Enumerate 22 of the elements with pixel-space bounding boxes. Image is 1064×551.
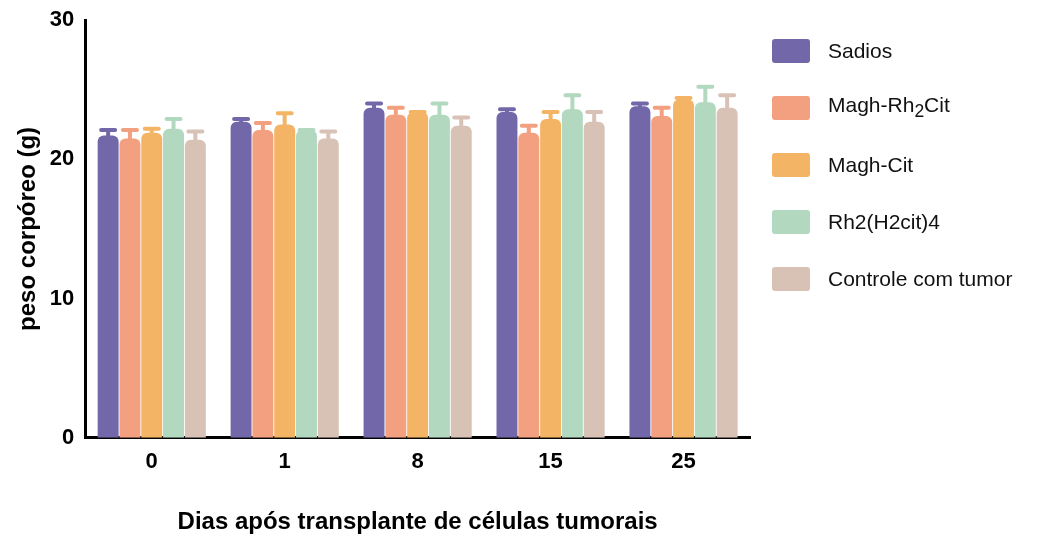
bar: [496, 111, 518, 438]
bar: [407, 111, 429, 438]
bar: [673, 99, 694, 438]
bar: [230, 121, 252, 438]
x-tick-label: 8: [411, 448, 424, 474]
y-tick-label: 20: [49, 145, 75, 171]
y-tick-label: 10: [49, 284, 75, 310]
x-axis-title: Dias após transplante de células tumorais: [177, 507, 658, 535]
legend-label: Magh-Cit: [828, 152, 914, 177]
x-tick-label: 15: [538, 448, 563, 474]
x-tick-label: 0: [145, 448, 158, 474]
legend-label: Magh-Rh$_{2}$Cit: [828, 92, 950, 123]
y-tick-label: 0: [62, 423, 75, 449]
legend-label: Sadios: [828, 38, 893, 63]
bar: [296, 130, 317, 438]
legend-label: Controle com tumor: [828, 266, 1013, 291]
x-tick-label: 1: [278, 448, 291, 474]
x-tick-label: 25: [671, 448, 696, 474]
y-axis-title: peso corpóreo (g): [13, 126, 41, 331]
bar: [629, 106, 651, 438]
y-tick-label: 30: [49, 6, 75, 32]
legend-label: Rh2(H2cit)4: [828, 209, 941, 234]
